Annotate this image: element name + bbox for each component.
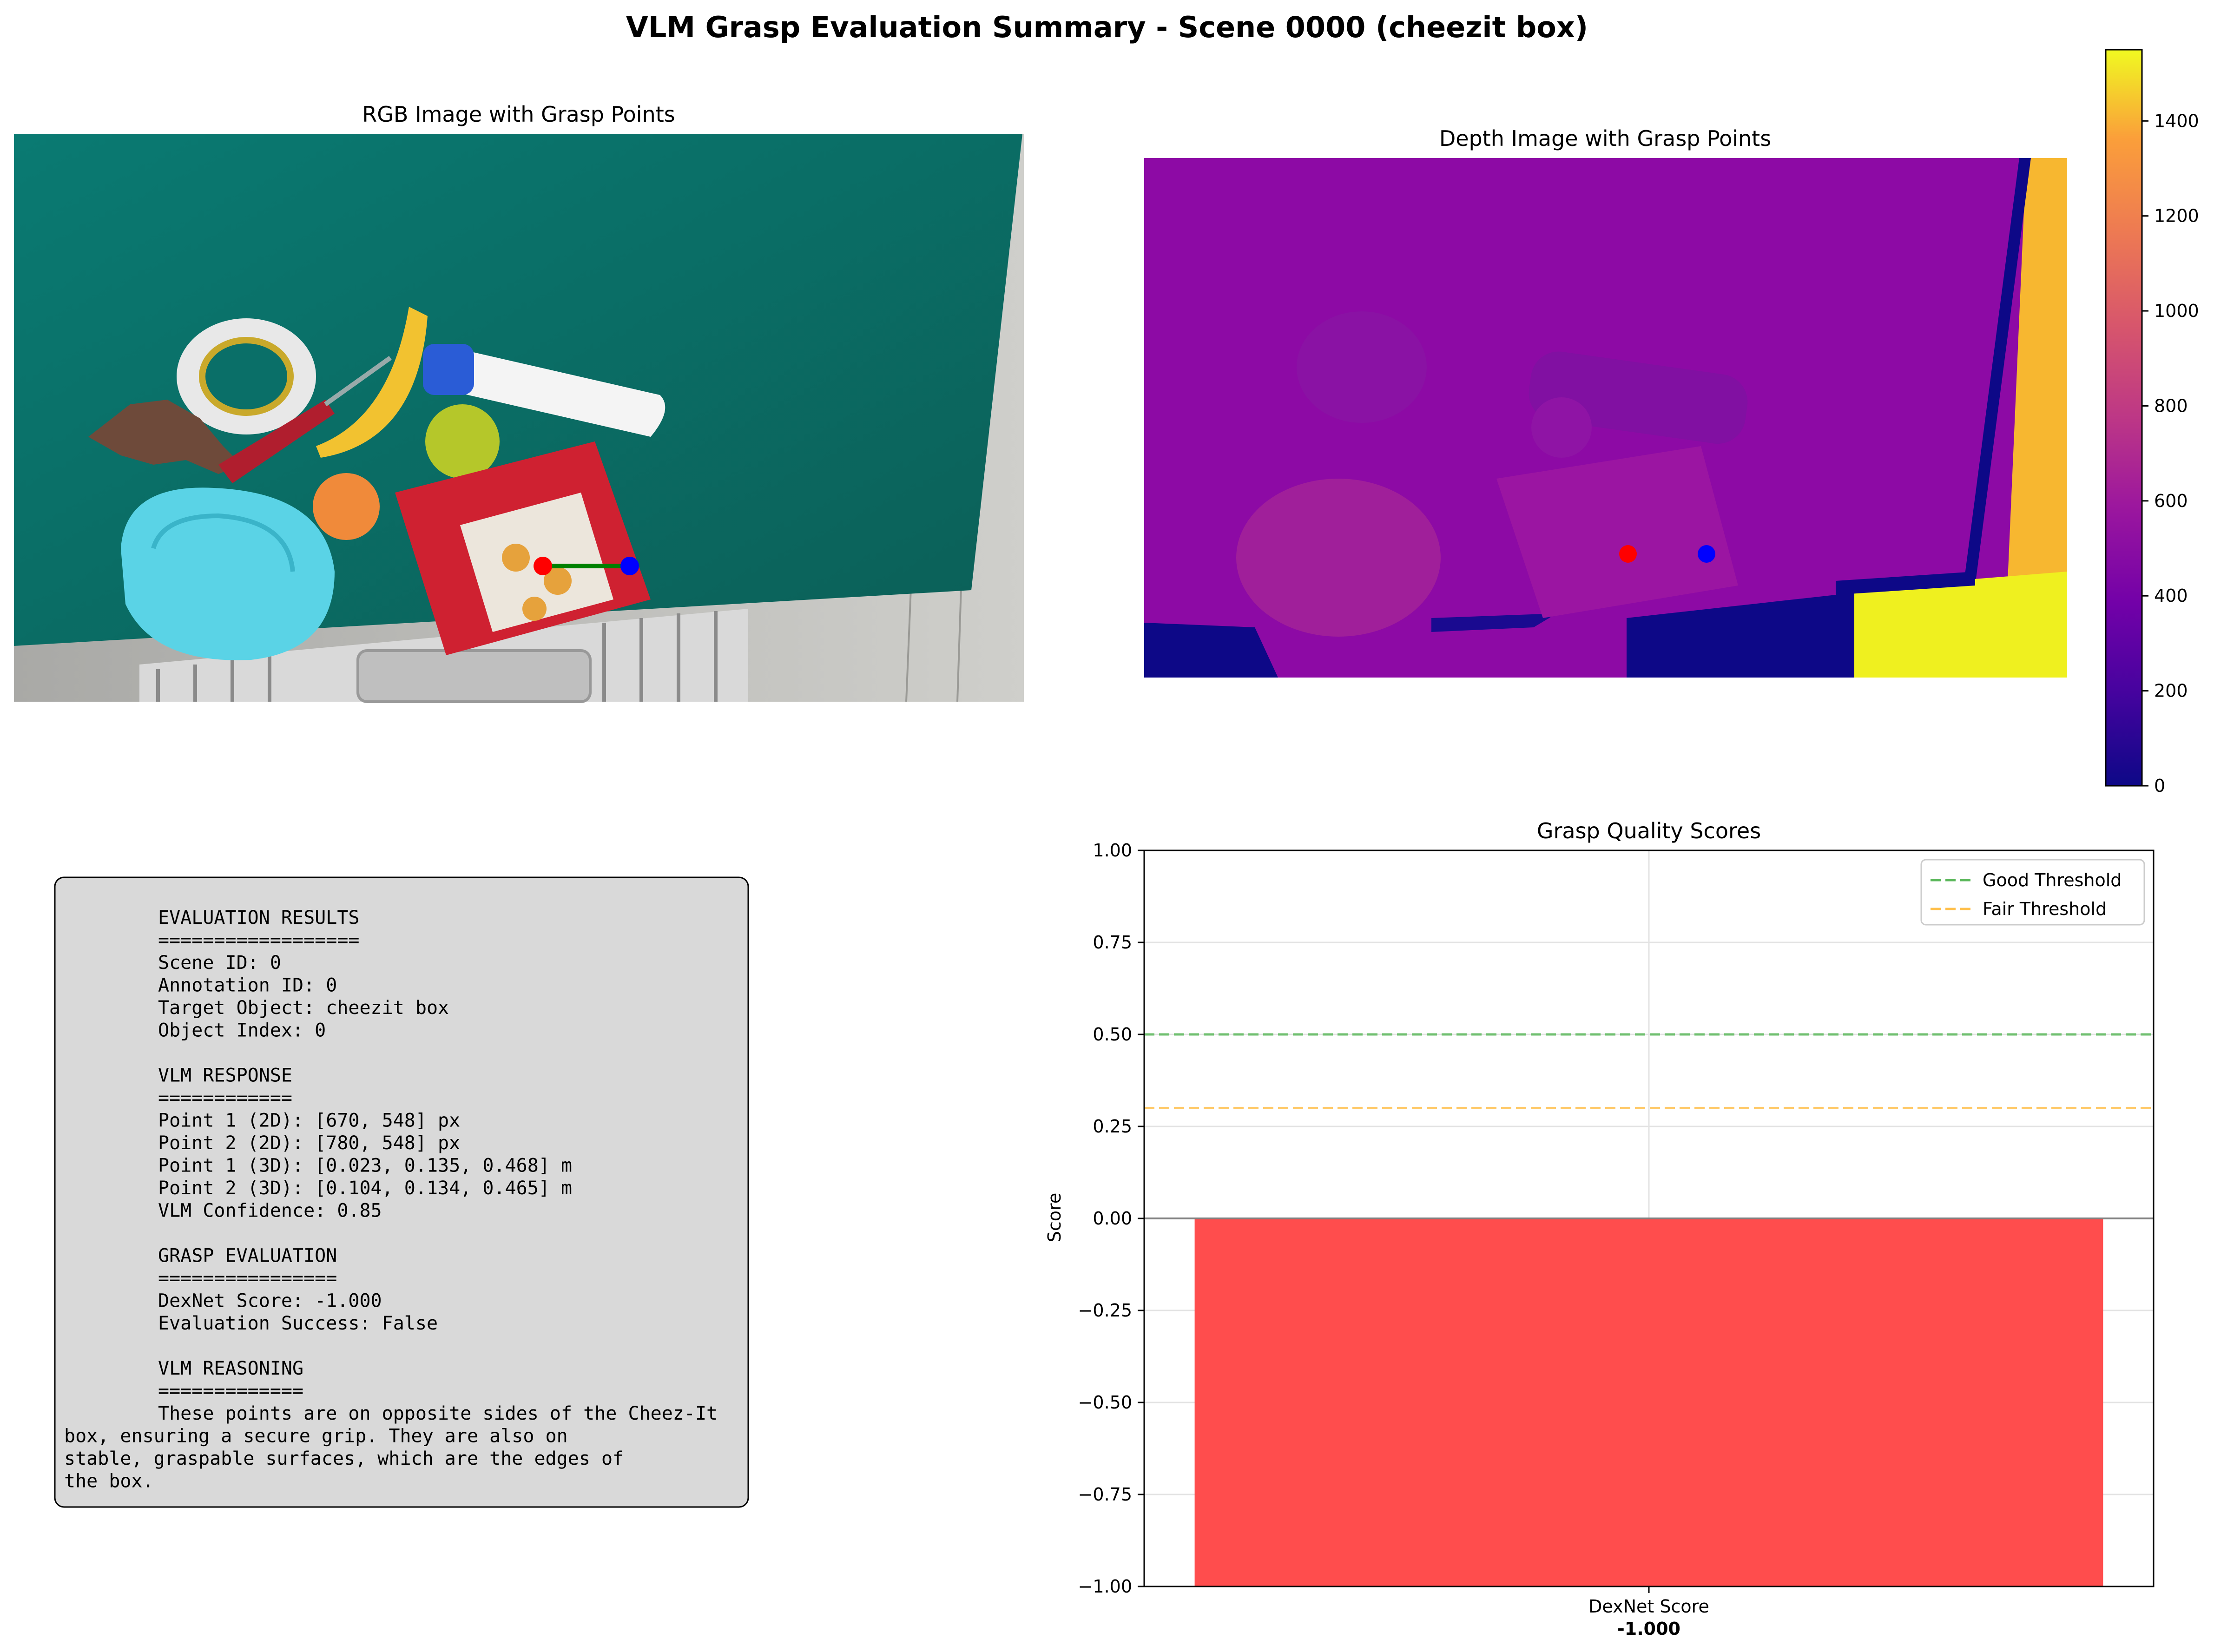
colorbar-tick-label: 1000 [2154,301,2199,321]
depth-image [1144,158,2067,678]
results-line: VLM REASONING [158,1358,303,1379]
results-line: ================ [158,1268,337,1289]
y-tick-label: 0.50 [1093,1024,1132,1045]
results-line: Scene ID: 0 [158,952,281,974]
chart-title: Grasp Quality Scores [1537,818,1761,843]
reasoning-line: These points are on opposite sides of th… [158,1403,718,1424]
colorbar-tick-label: 600 [2154,491,2188,511]
results-line: VLM RESPONSE [158,1065,292,1086]
colorbar-tick-label: 200 [2154,681,2188,701]
results-line: VLM Confidence: 0.85 [158,1200,382,1222]
rgb-image [14,133,1024,703]
bar-value-label: -1.000 [1617,1619,1680,1639]
colorbar-tick-label: 0 [2154,776,2165,796]
bar [1194,1218,2103,1586]
rgb-grasp-point-1 [534,557,552,575]
y-tick-label: 1.00 [1093,840,1132,861]
rgb-panel-title: RGB Image with Grasp Points [362,102,675,127]
colorbar-tick-label: 400 [2154,586,2188,606]
y-tick-label: −0.25 [1078,1300,1132,1321]
y-tick-label: 0.25 [1093,1116,1132,1137]
colorbar-tick-label: 800 [2154,395,2188,416]
depth-colorbar: 0 200 400 600 800 1000 1200 1400 [2105,49,2199,796]
results-line: Target Object: cheezit box [158,997,449,1019]
results-line: DexNet Score: -1.000 [158,1290,382,1312]
colorbar-tick-label: 1400 [2154,111,2199,131]
y-tick-label: −0.50 [1078,1392,1132,1413]
results-line: ============ [158,1087,292,1109]
results-line: Point 2 (2D): [780, 548] px [158,1132,460,1154]
chart-legend: Good Threshold Fair Threshold [1920,859,2145,926]
results-line: Annotation ID: 0 [158,975,337,996]
depth-panel-title: Depth Image with Grasp Points [1439,126,1771,151]
y-tick-label: 0.00 [1093,1208,1132,1229]
legend-label: Fair Threshold [1983,899,2107,919]
chart-ylabel: Score [1044,1193,1065,1242]
results-line: EVALUATION RESULTS [158,907,359,928]
depth-grasp-point-2 [1698,545,1715,563]
rgb-panel: RGB Image with Grasp Points [14,102,1024,703]
y-tick-label: −0.75 [1078,1484,1132,1505]
colorbar-tick-label: 1200 [2154,206,2199,226]
reasoning-line: the box. [64,1471,154,1492]
grasp-quality-chart: Grasp Quality Scores 1.00 0.75 0.50 0.25 0.0… [1044,818,2155,1639]
legend-frame [1920,859,2145,926]
reasoning-line: box, ensuring a secure grip. They are al… [64,1426,568,1447]
results-line: Object Index: 0 [158,1020,326,1041]
results-line: Point 1 (2D): [670, 548] px [158,1110,460,1132]
results-line: GRASP EVALUATION [158,1245,337,1267]
reasoning-line: stable, graspable surfaces, which are th… [64,1448,624,1469]
legend-label: Good Threshold [1983,870,2122,890]
y-tick-label: 0.75 [1093,932,1132,953]
rgb-grasp-point-2 [620,557,639,575]
results-line: ============= [158,1381,303,1402]
figure-title: VLM Grasp Evaluation Summary - Scene 000… [626,10,1588,44]
x-tick-label: DexNet Score [1588,1596,1709,1617]
results-line: Point 1 (3D): [0.023, 0.135, 0.468] m [158,1155,572,1177]
results-box: EVALUATION RESULTS==================Scen… [54,876,749,1508]
depth-grasp-point-1 [1619,545,1637,563]
depth-panel: Depth Image with Grasp Points [1144,49,2199,796]
results-line: Point 2 (3D): [0.104, 0.134, 0.465] m [158,1178,572,1199]
results-line: Evaluation Success: False [158,1313,438,1334]
results-line: ================== [158,930,359,951]
y-tick-label: −1.00 [1078,1576,1132,1597]
